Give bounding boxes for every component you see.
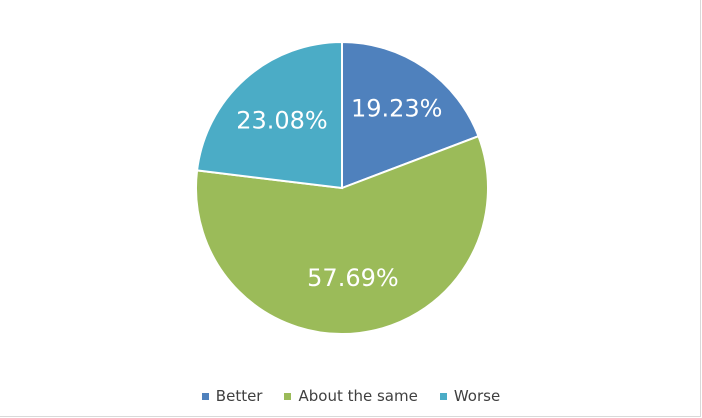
legend-swatch xyxy=(201,392,209,400)
pie-slice-worse xyxy=(195,40,343,190)
legend-swatch xyxy=(284,392,292,400)
data-label-about-the-same: 57.69% xyxy=(307,264,399,292)
pie-slice-better xyxy=(341,40,480,190)
legend-swatch xyxy=(439,392,447,400)
legend-entry-worse: Worse xyxy=(439,387,501,405)
legend: Better About the same Worse xyxy=(0,387,702,405)
legend-entry-about-the-same: About the same xyxy=(284,387,418,405)
legend-entry-better: Better xyxy=(201,387,263,405)
data-label-worse: 23.08% xyxy=(236,106,328,134)
data-label-better: 19.23% xyxy=(351,95,443,123)
legend-label: About the same xyxy=(298,387,418,405)
pie-slices xyxy=(195,40,489,335)
legend-label: Better xyxy=(215,387,263,405)
pie-slice-about-the-same xyxy=(195,134,489,335)
legend-label: Worse xyxy=(453,387,501,405)
slice-labels: 19.23% 57.69% 23.08% xyxy=(236,95,442,292)
